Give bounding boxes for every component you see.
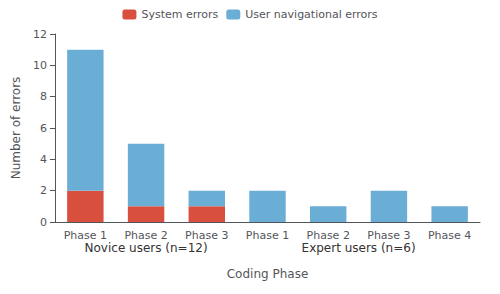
svg-text:Phase 1: Phase 1 (246, 229, 289, 242)
svg-text:Coding Phase: Coding Phase (227, 267, 309, 281)
svg-text:Number of errors: Number of errors (9, 77, 23, 180)
svg-text:Phase 2: Phase 2 (307, 229, 350, 242)
svg-text:Phase 3: Phase 3 (185, 229, 228, 242)
svg-text:Phase 4: Phase 4 (428, 229, 471, 242)
svg-text:Expert users (n=6): Expert users (n=6) (302, 241, 416, 255)
svg-text:Phase 3: Phase 3 (367, 229, 410, 242)
svg-text:4: 4 (40, 153, 47, 166)
svg-text:0: 0 (40, 216, 47, 229)
svg-text:Phase 2: Phase 2 (124, 229, 167, 242)
svg-text:12: 12 (33, 28, 47, 41)
svg-text:6: 6 (40, 122, 47, 135)
svg-text:Phase 1: Phase 1 (64, 229, 107, 242)
svg-text:10: 10 (33, 59, 47, 72)
svg-text:Novice users (n=12): Novice users (n=12) (85, 241, 208, 255)
svg-text:User navigational errors: User navigational errors (245, 8, 378, 21)
svg-text:8: 8 (40, 90, 47, 103)
svg-text:2: 2 (40, 184, 47, 197)
svg-text:System errors: System errors (141, 8, 218, 21)
